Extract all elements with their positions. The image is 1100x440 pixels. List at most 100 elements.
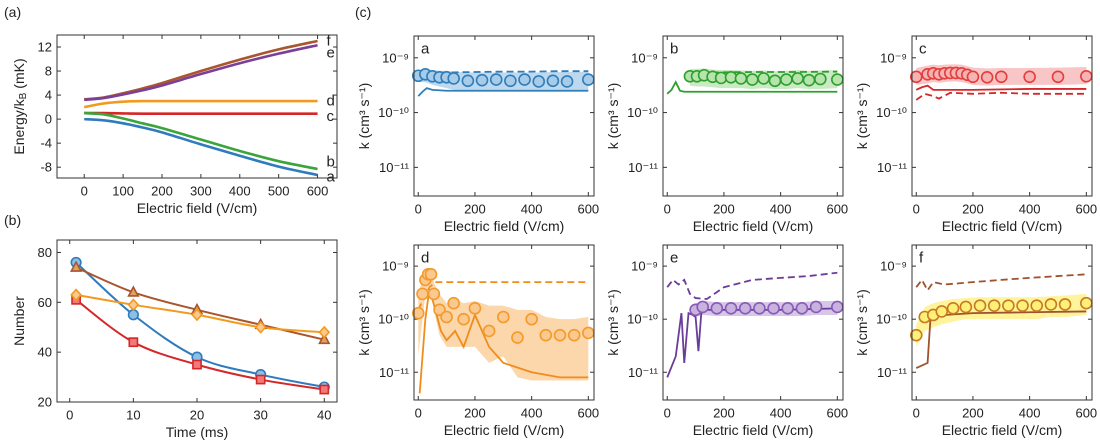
dashed-line — [915, 91, 1087, 101]
marker — [724, 302, 738, 315]
marker — [461, 74, 475, 88]
x-tick-label: 0 — [415, 406, 422, 421]
marker — [447, 72, 460, 85]
line — [666, 307, 838, 378]
marker — [710, 302, 724, 315]
marker — [191, 308, 203, 322]
curve — [84, 43, 318, 102]
y-tick-label: 10⁻¹⁰ — [876, 312, 907, 327]
marker — [909, 70, 923, 84]
marker — [560, 75, 574, 88]
y-axis-label: k (cm³ s⁻¹) — [356, 83, 372, 149]
marker — [468, 302, 482, 315]
marker — [254, 320, 267, 334]
line — [418, 291, 589, 394]
marker — [814, 72, 827, 86]
curve — [84, 111, 318, 116]
marker — [482, 324, 496, 338]
plot-area — [663, 245, 843, 400]
x-tick-label: 200 — [962, 406, 984, 421]
marker — [440, 310, 453, 324]
y-tick-label: 10⁻¹¹ — [628, 365, 659, 380]
panel-letter: f — [919, 250, 924, 267]
x-axis-label: Electric field (V/cm) — [444, 422, 565, 438]
marker — [582, 326, 595, 340]
marker — [980, 71, 994, 84]
y-tick-label: 10⁻⁹ — [880, 259, 907, 274]
x-tick-label: 0 — [913, 406, 920, 421]
x-tick-label: 400 — [521, 406, 543, 421]
y-tick-label: 4 — [45, 88, 52, 103]
curve-label: d — [327, 93, 335, 110]
x-tick-label: 400 — [1019, 406, 1041, 421]
x-tick-label: 0 — [415, 202, 422, 217]
marker — [525, 312, 538, 326]
x-tick-label: 0 — [664, 202, 671, 217]
marker — [768, 74, 782, 88]
marker — [424, 268, 438, 281]
x-tick-label: 200 — [713, 406, 735, 421]
marker — [795, 302, 809, 315]
y-tick-label: 0 — [45, 112, 52, 127]
marker — [255, 374, 266, 385]
marker — [553, 328, 567, 342]
x-tick-label: 0 — [81, 184, 88, 199]
x-tick-label: 0 — [664, 406, 671, 421]
y-axis-label: Number — [11, 296, 27, 346]
marker — [127, 298, 140, 312]
marker — [802, 73, 816, 87]
panel-label: (c) — [355, 4, 371, 20]
plot-area — [414, 36, 594, 196]
marker — [959, 300, 973, 314]
y-tick-label: 10⁻¹¹ — [628, 160, 659, 175]
y-axis-label-part: (mK) — [11, 58, 27, 88]
curve — [84, 111, 318, 171]
marker — [70, 288, 82, 302]
marker — [318, 325, 331, 339]
y-axis-label: Energy/kB (mK) — [11, 58, 29, 154]
y-tick-label: 8 — [45, 64, 52, 79]
plot-frame — [56, 239, 338, 403]
x-tick-label: 600 — [577, 406, 599, 421]
marker — [696, 300, 709, 314]
y-tick-label: 10⁻¹¹ — [379, 160, 410, 175]
marker — [791, 72, 804, 85]
curve-label: b — [327, 153, 335, 170]
dashed-line — [915, 273, 1087, 293]
marker — [447, 296, 460, 310]
panel-letter: e — [670, 250, 678, 267]
marker — [1044, 298, 1058, 311]
x-axis-label: Electric field (V/cm) — [942, 422, 1063, 438]
y-tick-label: 12 — [38, 40, 52, 55]
marker — [457, 312, 470, 326]
panel-label: (b) — [4, 212, 21, 228]
marker — [780, 73, 793, 86]
marker — [511, 331, 524, 344]
marker — [318, 332, 331, 345]
marker — [532, 75, 546, 88]
y-axis-label: k (cm³ s⁻¹) — [854, 289, 870, 355]
x-tick-label: 600 — [1075, 406, 1097, 421]
x-tick-label: 600 — [1075, 202, 1097, 217]
marker — [567, 328, 581, 342]
marker — [411, 306, 425, 320]
marker — [319, 384, 330, 395]
marker — [994, 70, 1008, 84]
x-tick-label: 300 — [190, 184, 212, 199]
marker — [1030, 299, 1044, 312]
y-tick-label: -8 — [40, 160, 52, 175]
marker — [475, 73, 489, 87]
marker — [738, 302, 752, 315]
x-tick-label: 400 — [229, 184, 251, 199]
curve-label: e — [327, 45, 335, 62]
panel-letter: b — [670, 41, 678, 58]
marker — [1080, 69, 1093, 83]
x-tick-label: 200 — [962, 202, 984, 217]
marker — [127, 309, 139, 321]
x-tick-label: 30 — [253, 408, 267, 423]
dashed-line — [666, 271, 838, 300]
curve-label: f — [327, 33, 332, 50]
y-tick-label: 10⁻¹⁰ — [378, 312, 409, 327]
x-tick-label: 200 — [151, 184, 173, 199]
